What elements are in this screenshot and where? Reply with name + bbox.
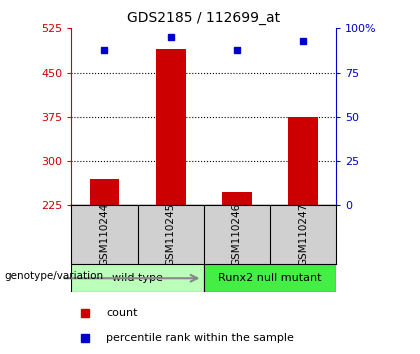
Text: GSM110247: GSM110247: [298, 203, 308, 266]
Bar: [288, 117, 318, 205]
Text: Runx2 null mutant: Runx2 null mutant: [218, 273, 322, 283]
Bar: [204, 264, 336, 292]
Text: genotype/variation: genotype/variation: [4, 271, 103, 281]
Text: GSM110244: GSM110244: [100, 203, 110, 266]
Text: GSM110245: GSM110245: [165, 203, 176, 266]
Bar: [222, 192, 252, 205]
Text: wild type: wild type: [112, 273, 163, 283]
Bar: [71, 264, 204, 292]
Text: percentile rank within the sample: percentile rank within the sample: [106, 333, 294, 343]
Text: GSM110246: GSM110246: [232, 203, 242, 266]
Title: GDS2185 / 112699_at: GDS2185 / 112699_at: [127, 11, 280, 24]
Bar: [89, 179, 119, 205]
Bar: [156, 49, 186, 205]
Text: count: count: [106, 308, 138, 318]
